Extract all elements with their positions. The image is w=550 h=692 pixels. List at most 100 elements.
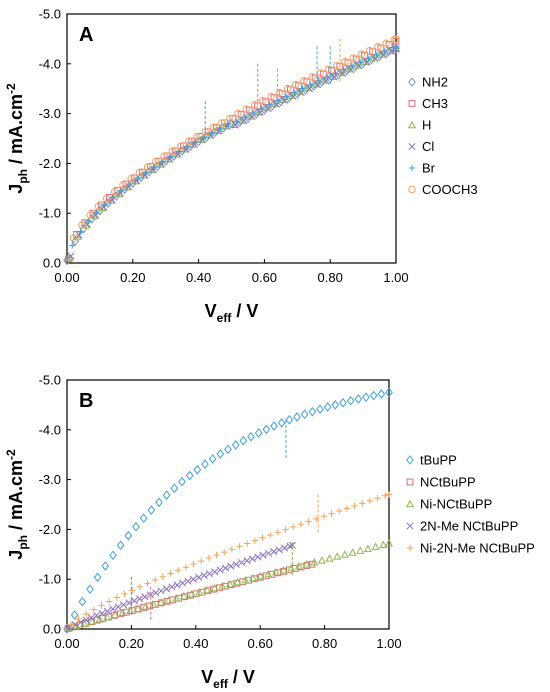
data-point — [157, 587, 165, 595]
data-point — [297, 88, 305, 96]
data-point — [141, 602, 150, 610]
chart-panel-A: 0.0 -1.0 -2.0 -3.0 -4.0 -5.0 0.00 0.20 0.40 0.60 0… — [4, 7, 478, 326]
legend-label: Br — [422, 161, 436, 176]
data-point — [379, 51, 388, 59]
legend-marker — [406, 522, 414, 530]
data-point — [205, 570, 213, 578]
data-point — [324, 74, 331, 81]
data-point — [128, 587, 136, 594]
data-point — [167, 570, 174, 577]
x-axis-label: Veff / V — [205, 301, 259, 325]
data-point — [382, 39, 390, 47]
legend-label: Cl — [422, 139, 434, 154]
data-point — [248, 573, 257, 582]
data-point — [307, 81, 314, 89]
data-point — [312, 515, 320, 523]
data-point — [172, 594, 181, 602]
data-point — [356, 59, 364, 66]
data-point — [250, 109, 257, 117]
data-point — [374, 495, 381, 502]
data-point — [182, 563, 190, 571]
data-point — [231, 440, 240, 450]
y-tick-label: -5.0 — [39, 7, 61, 22]
data-point — [305, 84, 314, 93]
data-point — [320, 513, 328, 520]
data-point — [357, 50, 366, 58]
data-point — [381, 492, 389, 499]
data-point — [113, 594, 121, 601]
data-point — [243, 557, 251, 565]
data-point — [118, 608, 127, 617]
legend-marker — [408, 142, 416, 151]
data-point — [186, 141, 195, 152]
data-point — [119, 181, 127, 189]
data-point — [87, 617, 96, 625]
data-point — [124, 530, 133, 541]
data-point — [348, 62, 356, 70]
data-point — [141, 593, 149, 601]
y-tick-label: -4.0 — [39, 422, 61, 437]
data-point — [277, 418, 286, 428]
data-point — [275, 88, 283, 97]
data-point — [248, 113, 256, 121]
data-point — [176, 142, 185, 150]
data-point — [156, 598, 165, 606]
data-point — [335, 507, 343, 515]
data-point — [241, 575, 250, 584]
data-point — [211, 568, 219, 576]
data-point — [365, 46, 374, 55]
data-point — [259, 551, 267, 559]
data-point — [267, 92, 275, 101]
data-point — [151, 576, 159, 584]
data-point — [127, 174, 135, 183]
data-point — [211, 127, 219, 138]
data-point — [282, 93, 290, 100]
data-point — [392, 43, 400, 50]
data-point — [125, 599, 133, 607]
x-tick-label: 0.60 — [252, 270, 277, 285]
data-point — [308, 73, 316, 81]
data-point — [358, 500, 366, 507]
data-point — [69, 242, 76, 249]
series-tBuPP — [63, 387, 393, 634]
data-point — [197, 557, 205, 565]
data-point — [283, 84, 292, 93]
data-point — [266, 531, 274, 539]
data-point — [388, 47, 396, 55]
panel-label: B — [79, 390, 93, 412]
data-point — [374, 43, 382, 51]
data-point — [256, 108, 264, 117]
data-point — [316, 404, 324, 415]
data-point — [289, 92, 297, 100]
data-point — [225, 579, 234, 588]
data-point — [324, 65, 333, 73]
plot-frame — [66, 379, 390, 630]
data-point — [130, 597, 138, 605]
legend: NH2 CH3 H Cl Br COOCH3 — [407, 75, 478, 197]
data-point — [213, 551, 220, 559]
legend-label: NCtBuPP — [420, 475, 476, 490]
data-point — [205, 554, 213, 562]
data-point — [85, 217, 92, 225]
data-point — [132, 521, 140, 532]
data-point — [69, 234, 78, 242]
data-point — [242, 105, 251, 113]
data-point — [314, 81, 322, 89]
data-point — [221, 564, 230, 572]
data-point — [232, 560, 240, 568]
data-point — [371, 542, 380, 550]
data-point — [281, 96, 289, 104]
data-point — [281, 544, 289, 552]
data-point — [233, 118, 240, 125]
series-2N-Me NCtBuPP — [66, 541, 296, 631]
data-point — [82, 616, 90, 624]
data-point — [355, 62, 363, 70]
data-point — [78, 596, 87, 607]
data-point — [233, 577, 242, 586]
data-point — [288, 541, 296, 549]
data-point — [173, 581, 181, 589]
data-point — [195, 587, 204, 596]
data-point — [193, 132, 201, 141]
legend-label: 2N-Me NCtBuPP — [420, 519, 518, 534]
data-point — [254, 553, 262, 561]
